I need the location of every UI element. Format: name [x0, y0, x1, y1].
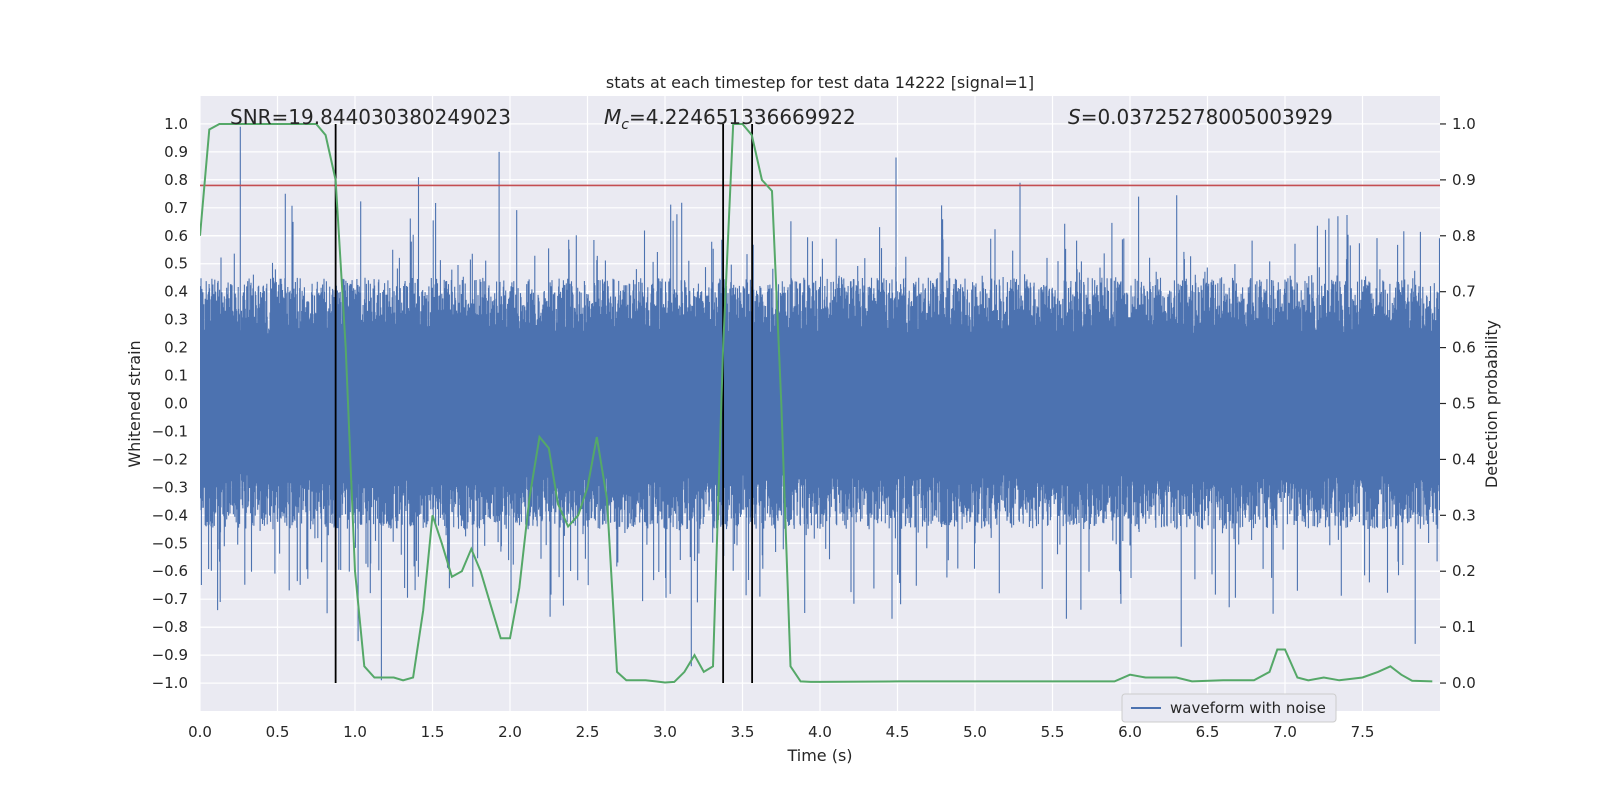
- chirp-mass-annotation: Mc=4.224651336669922: [604, 105, 856, 133]
- chart-title: stats at each timestep for test data 142…: [606, 73, 1034, 92]
- x-tick-label: 6.0: [1118, 723, 1142, 741]
- y-tick-label-left: 0.9: [164, 143, 188, 161]
- x-tick-label: 1.0: [343, 723, 367, 741]
- x-tick-label: 5.5: [1041, 723, 1065, 741]
- y-tick-label-left: −0.8: [152, 618, 188, 636]
- x-tick-label: 5.0: [963, 723, 987, 741]
- y-tick-label-left: −0.5: [152, 534, 188, 552]
- x-tick-label: 2.0: [498, 723, 522, 741]
- chirp-mass-value: =4.224651336669922: [629, 105, 856, 129]
- y-axis-ticks-right: 1.0 0.9 0.8 0.7 0.6 0.5 0.4 0.3 0.2 0.1 0.0: [1440, 115, 1476, 692]
- legend: waveform with noise: [1121, 693, 1337, 723]
- y-tick-label-right: 0.3: [1452, 506, 1476, 524]
- y-tick-label-right: 0.4: [1452, 450, 1476, 468]
- y-tick-label-right: 1.0: [1452, 115, 1476, 133]
- y-tick-label-right: 0.5: [1452, 395, 1476, 413]
- y-axis-ticks-left: 1.0 0.9 0.8 0.7 0.6 0.5 0.4 0.3 0.2 0.1 0.0 −0.1 −0.…: [152, 115, 188, 692]
- y-tick-label-left: 0.1: [164, 367, 188, 385]
- vertical-markers: [334, 123, 754, 684]
- snr-annotation: SNR=19.844030380249023: [230, 105, 511, 129]
- waveform-trace: [200, 126, 1440, 681]
- y-tick-label-right: 0.0: [1452, 674, 1476, 692]
- x-axis-label: Time (s): [786, 746, 852, 765]
- s-symbol: S: [1068, 105, 1081, 129]
- x-tick-label: 0.0: [188, 723, 212, 741]
- y-tick-label-left: 0.2: [164, 339, 188, 357]
- chirp-mass-subscript: c: [621, 117, 629, 133]
- x-tick-label: 3.0: [653, 723, 677, 741]
- x-tick-label: 7.0: [1273, 723, 1297, 741]
- legend-label: waveform with noise: [1170, 699, 1326, 717]
- y-tick-label-right: 0.8: [1452, 227, 1476, 245]
- y-tick-label-right: 0.1: [1452, 618, 1476, 636]
- detection-probability-line: [200, 123, 1433, 684]
- x-tick-label: 7.5: [1351, 723, 1375, 741]
- y-axis-label-right: Detection probability: [1482, 320, 1501, 488]
- x-tick-label: 0.5: [266, 723, 290, 741]
- chirp-mass-symbol: M: [604, 105, 621, 129]
- x-tick-label: 4.0: [808, 723, 832, 741]
- y-axis-label-left: Whitened strain: [125, 340, 144, 467]
- s-annotation: S=0.03725278005003929: [1068, 105, 1333, 129]
- y-tick-label-left: 0.3: [164, 311, 188, 329]
- y-tick-label-left: −0.9: [152, 646, 188, 664]
- y-tick-label-right: 0.2: [1452, 562, 1476, 580]
- x-tick-label: 6.5: [1196, 723, 1220, 741]
- y-tick-label-left: 0.7: [164, 199, 188, 217]
- legend-box: [1121, 693, 1337, 723]
- y-tick-label-left: 0.5: [164, 255, 188, 273]
- y-tick-label-left: 0.6: [164, 227, 188, 245]
- x-tick-label: 1.5: [421, 723, 445, 741]
- y-tick-label-right: 0.7: [1452, 283, 1476, 301]
- y-tick-label-left: −1.0: [152, 674, 188, 692]
- y-tick-label-left: −0.1: [152, 422, 188, 440]
- waveform-series: [200, 126, 1440, 681]
- y-tick-label-right: 0.9: [1452, 171, 1476, 189]
- y-tick-label-left: 1.0: [164, 115, 188, 133]
- y-tick-label-left: −0.7: [152, 590, 188, 608]
- y-tick-label-left: 0.0: [164, 395, 188, 413]
- x-axis-ticks: 0.0 0.5 1.0 1.5 2.0 2.5 3.0 3.5 4.0 4.5 5.0 5.5 6.0 6…: [188, 723, 1374, 741]
- y-tick-label-left: −0.3: [152, 478, 188, 496]
- y-tick-label-left: −0.6: [152, 562, 188, 580]
- s-value: =0.03725278005003929: [1081, 105, 1333, 129]
- y-tick-label-left: −0.2: [152, 450, 188, 468]
- y-tick-label-left: −0.4: [152, 506, 188, 524]
- y-tick-label-left: 0.4: [164, 283, 188, 301]
- y-tick-label-left: 0.8: [164, 171, 188, 189]
- x-tick-label: 2.5: [576, 723, 600, 741]
- x-tick-label: 3.5: [731, 723, 755, 741]
- x-tick-label: 4.5: [886, 723, 910, 741]
- y-tick-label-right: 0.6: [1452, 339, 1476, 357]
